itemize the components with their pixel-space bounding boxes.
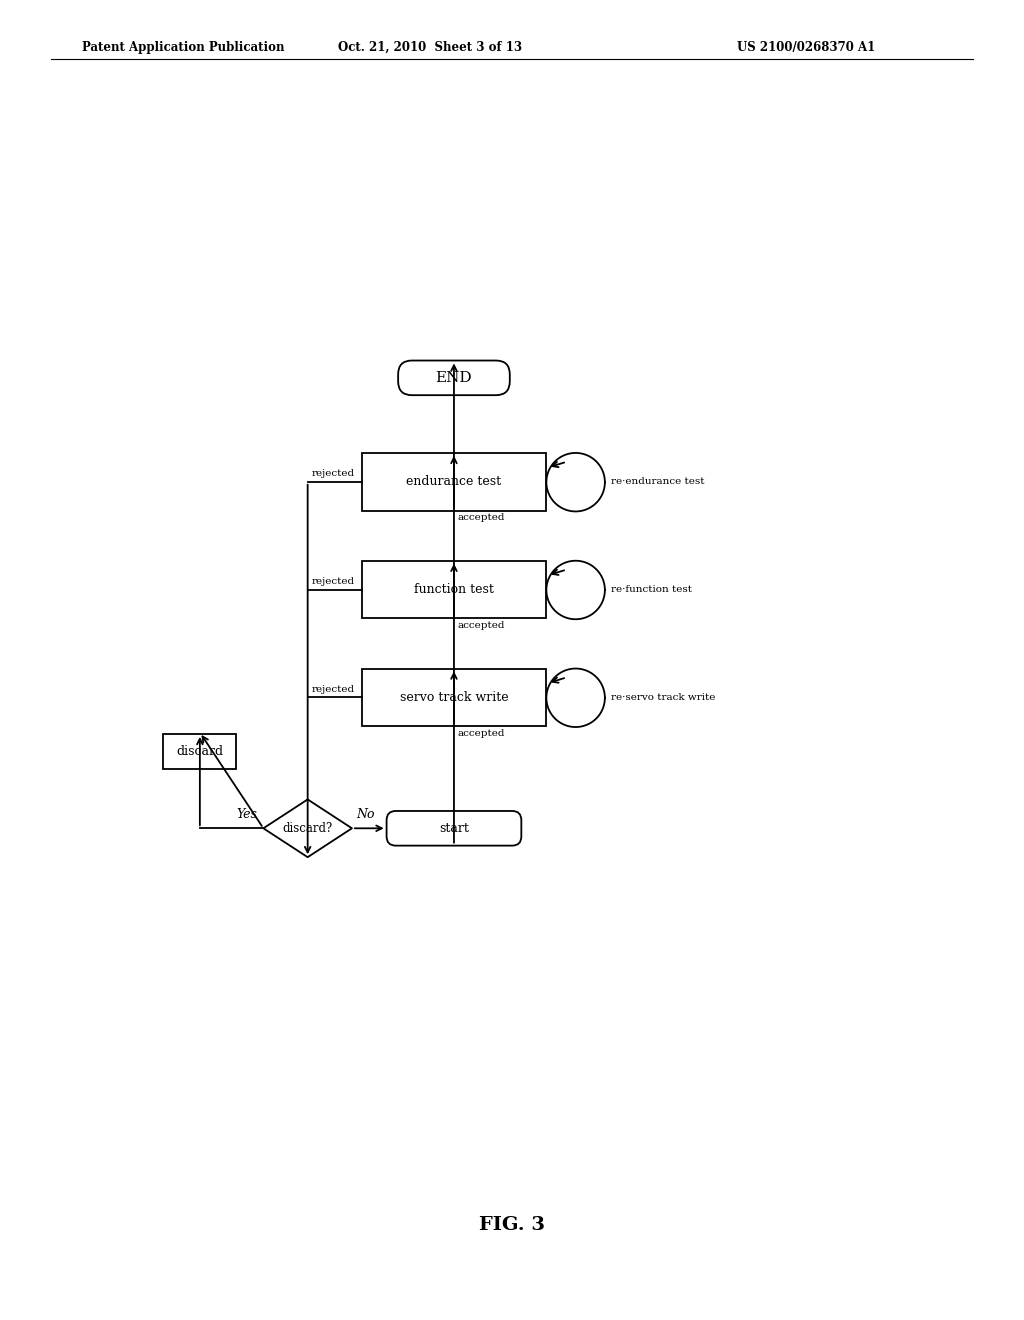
Bar: [361, 453, 547, 511]
Text: US 2100/0268370 A1: US 2100/0268370 A1: [737, 41, 876, 54]
Text: Oct. 21, 2010  Sheet 3 of 13: Oct. 21, 2010 Sheet 3 of 13: [338, 41, 522, 54]
FancyBboxPatch shape: [398, 360, 510, 395]
Text: accepted: accepted: [458, 729, 505, 738]
Text: endurance test: endurance test: [407, 475, 502, 488]
FancyBboxPatch shape: [387, 810, 521, 846]
Text: rejected: rejected: [311, 469, 354, 478]
Text: servo track write: servo track write: [399, 690, 508, 704]
Text: rejected: rejected: [311, 577, 354, 586]
Text: No: No: [355, 808, 375, 821]
Bar: [361, 668, 547, 726]
Text: re·endurance test: re·endurance test: [611, 478, 705, 486]
Bar: [163, 734, 237, 768]
Text: discard: discard: [176, 744, 223, 758]
Text: END: END: [435, 371, 472, 385]
Text: rejected: rejected: [311, 685, 354, 693]
Text: accepted: accepted: [458, 620, 505, 630]
Text: start: start: [439, 822, 469, 834]
Text: Yes: Yes: [237, 808, 257, 821]
Text: discard?: discard?: [283, 822, 333, 834]
Bar: [361, 561, 547, 619]
Text: re·function test: re·function test: [611, 585, 692, 594]
Text: Patent Application Publication: Patent Application Publication: [82, 41, 285, 54]
Text: FIG. 3: FIG. 3: [479, 1216, 545, 1234]
Text: function test: function test: [414, 583, 494, 597]
Text: re·servo track write: re·servo track write: [611, 693, 716, 702]
Text: accepted: accepted: [458, 513, 505, 521]
